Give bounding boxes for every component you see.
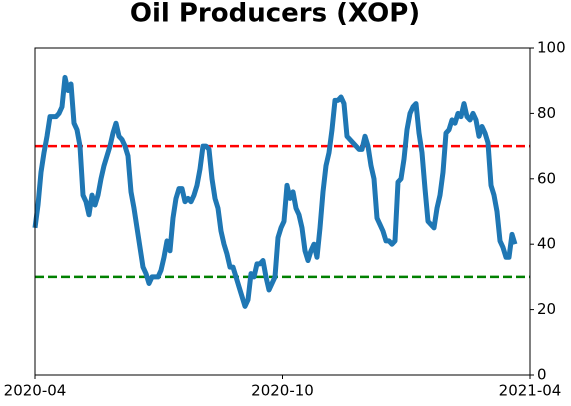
y-tick-label: 20: [537, 300, 556, 318]
y-tick-label: 100: [537, 39, 566, 57]
x-tick-label: 2021-04: [499, 382, 562, 400]
x-tick-label: 2020-04: [4, 382, 67, 400]
chart-title: Oil Producers (XOP): [130, 0, 420, 29]
y-tick-label: 40: [537, 235, 556, 253]
y-tick-label: 60: [537, 169, 556, 187]
x-tick-label: 2020-10: [251, 382, 314, 400]
plot-frame: [34, 47, 531, 376]
y-tick-label: 0: [537, 366, 547, 384]
y-tick-label: 80: [537, 104, 556, 122]
line: [32, 74, 518, 309]
